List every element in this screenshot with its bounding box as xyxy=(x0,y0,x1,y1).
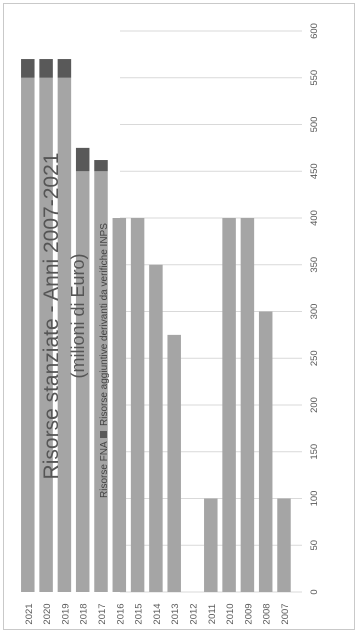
category-label: 2015 xyxy=(134,603,145,624)
bar-fna xyxy=(112,218,127,592)
tick-label: 250 xyxy=(309,350,320,366)
category-label: 2016 xyxy=(115,603,126,624)
bar-fna xyxy=(167,334,181,592)
category-label: 2017 xyxy=(97,603,108,624)
bar-inps xyxy=(57,59,72,78)
bar-inps xyxy=(21,59,35,78)
bar-fna xyxy=(21,77,35,592)
tick-label: 400 xyxy=(309,210,320,226)
tick-label: 600 xyxy=(309,23,320,39)
chart-subtitle: (milioni di Euro) xyxy=(68,253,88,378)
bar-fna xyxy=(57,77,72,592)
tick-label: 50 xyxy=(309,540,320,551)
category-label: 2007 xyxy=(280,603,291,624)
legend: Risorse FNA Risorse aggiuntive derivanti … xyxy=(99,223,110,510)
category-label: 2012 xyxy=(189,603,200,624)
category-label: 2011 xyxy=(207,604,218,624)
category-label: 2014 xyxy=(152,603,163,624)
bar-fna xyxy=(75,171,90,592)
category-label: 2009 xyxy=(243,603,254,624)
bar-inps xyxy=(94,160,108,172)
tick-label: 100 xyxy=(309,491,320,507)
category-label: 2018 xyxy=(79,603,90,624)
category-label: 2008 xyxy=(262,603,273,624)
legend-label-fna: Risorse FNA xyxy=(99,441,110,498)
bar-fna xyxy=(39,77,53,592)
category-label: 2020 xyxy=(42,603,53,624)
tick-label: 150 xyxy=(309,444,320,460)
bar-fna xyxy=(130,218,145,592)
bar-fna xyxy=(240,218,255,592)
legend-swatch-fna xyxy=(100,503,107,510)
bar-fna xyxy=(258,311,273,592)
legend-swatch-inps xyxy=(100,431,107,438)
category-label: 2019 xyxy=(60,603,71,624)
tick-label: 0 xyxy=(309,589,320,594)
value-tick-labels: 0 50 100 150 200 250 300 350 400 450 500 550 600 xyxy=(309,23,320,595)
tick-label: 200 xyxy=(309,397,320,413)
category-label: 2013 xyxy=(170,603,181,624)
tick-label: 550 xyxy=(309,70,320,86)
category-labels: 2007 2008 2009 2010 2011 2012 2013 2014 2015 2016… xyxy=(24,603,291,624)
bar-fna xyxy=(204,498,218,592)
legend-label-inps: Risorse aggiuntive derivanti da verifich… xyxy=(99,223,110,426)
bar-fna xyxy=(94,171,108,592)
bar-fna xyxy=(277,498,291,592)
category-label: 2010 xyxy=(225,603,236,624)
tick-label: 450 xyxy=(309,163,320,179)
bar-fna xyxy=(222,218,236,592)
tick-label: 300 xyxy=(309,304,320,320)
category-label: 2021 xyxy=(24,603,35,624)
tick-label: 500 xyxy=(309,117,320,133)
bars xyxy=(21,59,291,592)
tick-label: 350 xyxy=(309,257,320,273)
bar-fna xyxy=(149,264,163,592)
chart-title: Risorse stanziate - Anni 2007-2021 xyxy=(40,153,63,480)
bar-inps xyxy=(75,147,90,172)
bar-inps xyxy=(39,59,53,78)
